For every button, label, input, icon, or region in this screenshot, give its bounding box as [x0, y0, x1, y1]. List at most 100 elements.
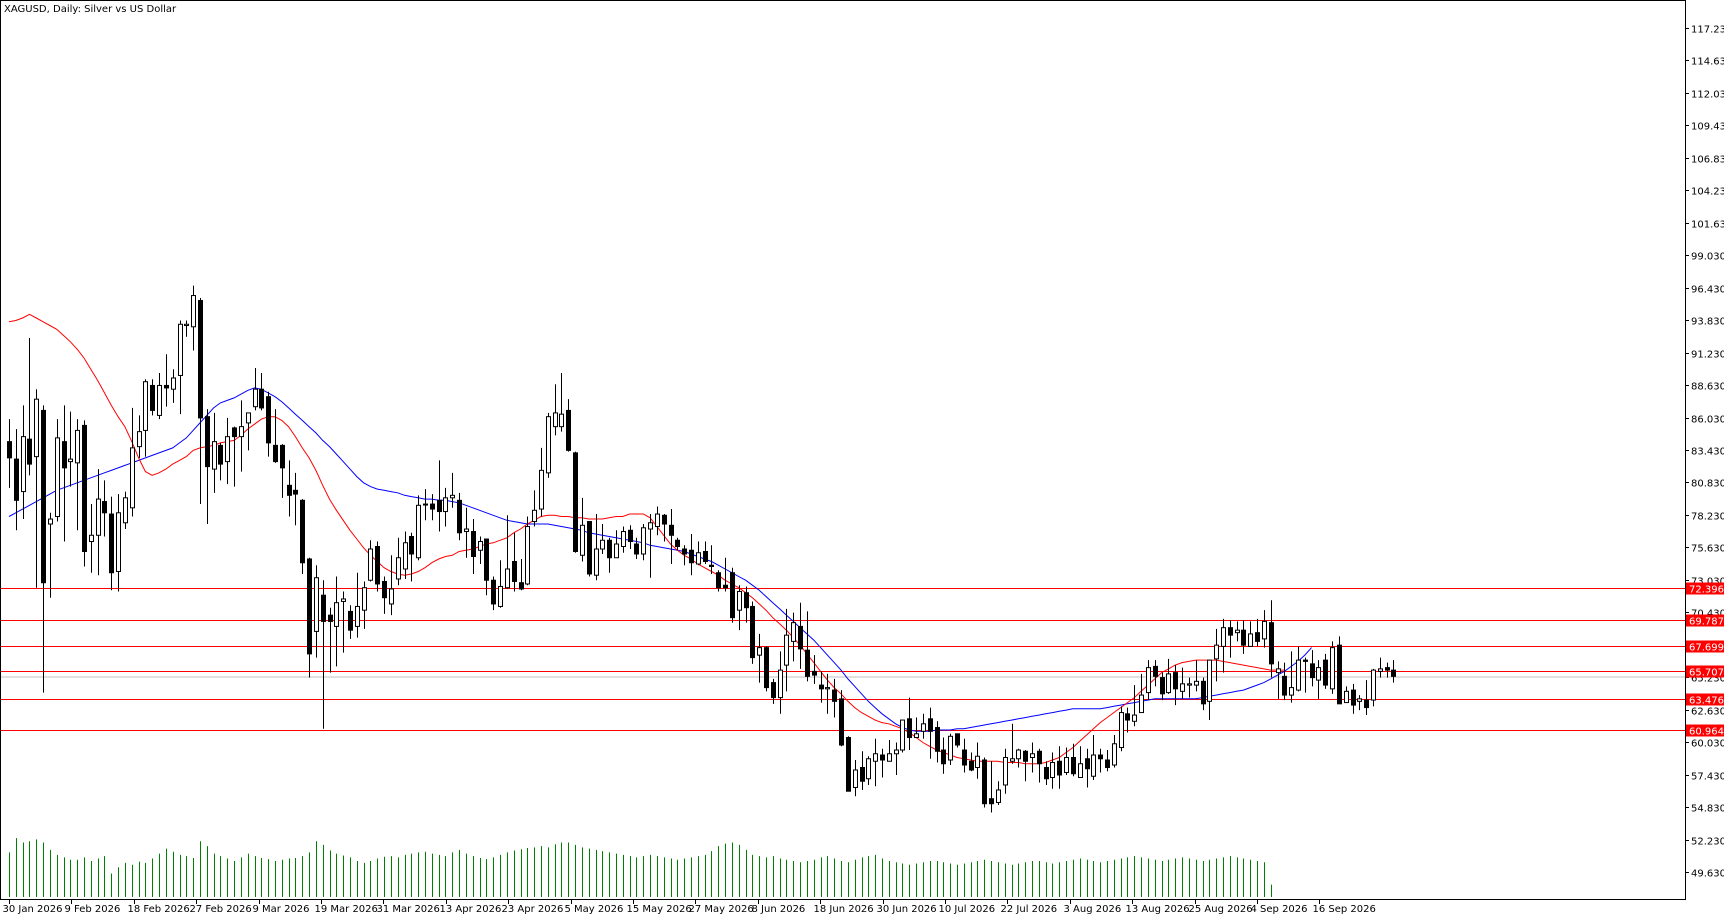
- candle-bear[interactable]: [300, 499, 305, 564]
- candle-bear[interactable]: [82, 424, 87, 553]
- candle-bear[interactable]: [273, 444, 278, 463]
- candle-bull[interactable]: [355, 605, 360, 627]
- candle-bull[interactable]: [621, 531, 626, 548]
- candle-bull[interactable]: [546, 416, 551, 474]
- candle-bear[interactable]: [812, 670, 817, 676]
- candle-bear[interactable]: [771, 682, 776, 699]
- candle-bear[interactable]: [1023, 750, 1028, 762]
- candle-bull[interactable]: [873, 753, 878, 762]
- candle-bear[interactable]: [7, 441, 12, 459]
- candle-bull[interactable]: [914, 733, 919, 739]
- candle-bear[interactable]: [348, 610, 353, 631]
- candle-bear[interactable]: [1125, 713, 1130, 721]
- candle-bear[interactable]: [566, 409, 571, 451]
- candle-bear[interactable]: [471, 531, 476, 557]
- candle-bear[interactable]: [484, 538, 489, 581]
- candle-bull[interactable]: [443, 497, 448, 513]
- candle-bear[interactable]: [703, 551, 708, 562]
- candle-bear[interactable]: [750, 605, 755, 659]
- candle-bear[interactable]: [935, 727, 940, 752]
- candle-bear[interactable]: [1201, 680, 1206, 705]
- candle-bear[interactable]: [682, 548, 687, 555]
- candle-bear[interactable]: [955, 733, 960, 746]
- candle-bear[interactable]: [744, 592, 749, 609]
- candle-bull[interactable]: [389, 588, 394, 605]
- candle-bull[interactable]: [157, 384, 162, 416]
- candle-bear[interactable]: [205, 416, 210, 468]
- candle-bull[interactable]: [191, 295, 196, 328]
- candle-bull[interactable]: [948, 735, 953, 761]
- candle-bear[interactable]: [689, 549, 694, 564]
- candle-bull[interactable]: [130, 447, 135, 509]
- candles[interactable]: [7, 285, 1396, 813]
- candle-bear[interactable]: [928, 718, 933, 732]
- price-axis[interactable]: 117.230 114.630 112.030 109.430 106.830 104.2…: [1685, 25, 1724, 880]
- candle-bear[interactable]: [805, 649, 810, 677]
- candle-bear[interactable]: [164, 384, 169, 389]
- candle-bear[interactable]: [709, 564, 714, 567]
- candle-bull[interactable]: [866, 758, 871, 780]
- candle-bear[interactable]: [628, 529, 633, 543]
- candle-bull[interactable]: [1119, 712, 1124, 749]
- candle-bear[interactable]: [1160, 677, 1165, 695]
- candle-bull[interactable]: [89, 534, 94, 543]
- candle-bull[interactable]: [137, 431, 142, 448]
- candle-bull[interactable]: [123, 497, 128, 524]
- candle-bear[interactable]: [669, 524, 674, 536]
- candle-bear[interactable]: [1269, 622, 1274, 665]
- candle-bear[interactable]: [1303, 659, 1308, 662]
- candle-bull[interactable]: [239, 426, 244, 438]
- candle-bull[interactable]: [341, 598, 346, 602]
- candle-bear[interactable]: [723, 584, 728, 589]
- candle-bull[interactable]: [116, 512, 121, 572]
- candle-bear[interactable]: [1153, 665, 1158, 677]
- candle-bull[interactable]: [600, 539, 605, 550]
- candle-bear[interactable]: [14, 458, 19, 501]
- candle-bull[interactable]: [559, 413, 564, 428]
- candle-bull[interactable]: [887, 753, 892, 762]
- candle-bull[interactable]: [143, 381, 148, 431]
- candle-bull[interactable]: [1289, 687, 1294, 696]
- candle-bear[interactable]: [798, 625, 803, 650]
- candle-bull[interactable]: [1276, 668, 1281, 674]
- candle-bear[interactable]: [1037, 750, 1042, 765]
- candle-bull[interactable]: [791, 622, 796, 642]
- candle-bear[interactable]: [880, 754, 885, 761]
- candle-bear[interactable]: [519, 582, 524, 590]
- candle-bull[interactable]: [55, 437, 60, 518]
- candle-bear[interactable]: [266, 396, 271, 444]
- candle-bear[interactable]: [675, 539, 680, 548]
- candle-bull[interactable]: [900, 719, 905, 751]
- candle-bear[interactable]: [1391, 669, 1396, 677]
- candle-bull[interactable]: [1262, 620, 1267, 640]
- candle-bull[interactable]: [225, 436, 230, 463]
- candle-bull[interactable]: [34, 398, 39, 458]
- candle-bear[interactable]: [382, 580, 387, 599]
- candle-bear[interactable]: [232, 427, 237, 438]
- candle-bear[interactable]: [328, 614, 333, 622]
- candle-bear[interactable]: [409, 536, 414, 555]
- candle-bear[interactable]: [293, 489, 298, 495]
- candle-bull[interactable]: [696, 552, 701, 565]
- candle-bear[interactable]: [730, 572, 735, 619]
- candle-bull[interactable]: [478, 541, 483, 551]
- candle-bull[interactable]: [1003, 757, 1008, 786]
- candle-bear[interactable]: [1071, 757, 1076, 775]
- candle-bear[interactable]: [307, 558, 312, 655]
- candle-bear[interactable]: [634, 543, 639, 555]
- candle-bear[interactable]: [1255, 632, 1260, 642]
- candle-bull[interactable]: [614, 543, 619, 559]
- candle-bull[interactable]: [505, 568, 510, 589]
- candle-bull[interactable]: [1235, 629, 1240, 634]
- candle-bull[interactable]: [737, 590, 742, 611]
- candle-bull[interactable]: [1371, 669, 1376, 701]
- candle-bear[interactable]: [1105, 759, 1110, 768]
- candle-bear[interactable]: [1282, 675, 1287, 696]
- candle-bear[interactable]: [860, 766, 865, 782]
- candle-bear[interactable]: [375, 546, 380, 585]
- candle-bear[interactable]: [27, 438, 32, 465]
- candle-bull[interactable]: [498, 585, 503, 607]
- candle-bear[interactable]: [1044, 766, 1049, 780]
- candle-bull[interactable]: [21, 436, 26, 493]
- candle-bear[interactable]: [1085, 758, 1090, 770]
